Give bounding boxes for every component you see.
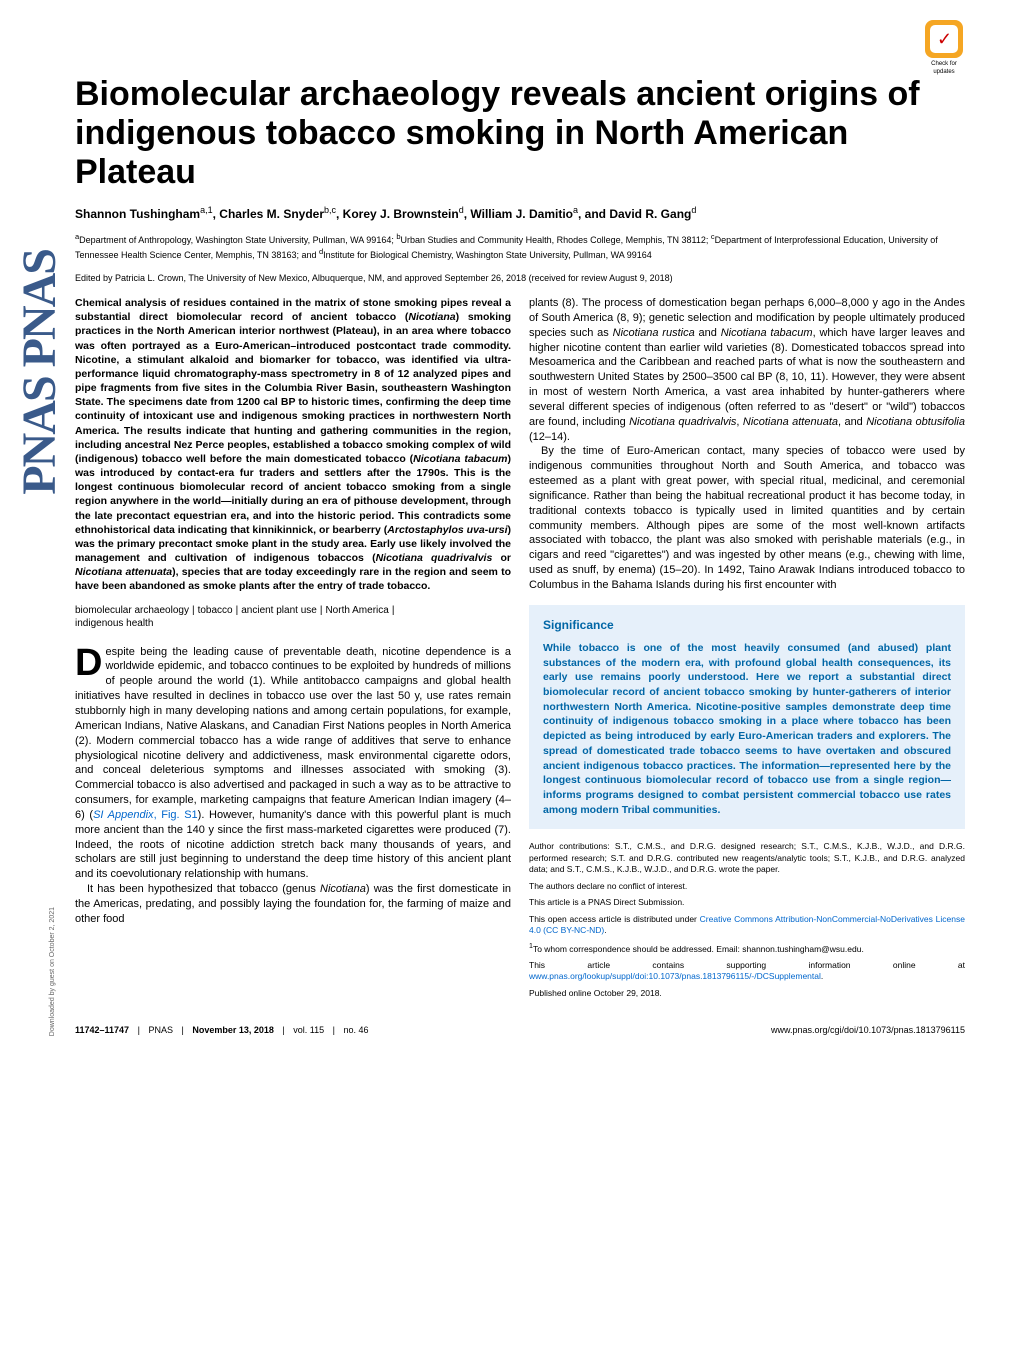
submission-type: This article is a PNAS Direct Submission… bbox=[529, 897, 965, 908]
check-updates-label: Check for updates bbox=[923, 60, 965, 76]
check-updates-icon bbox=[925, 20, 963, 58]
abstract: Chemical analysis of residues contained … bbox=[75, 296, 511, 594]
keywords: biomolecular archaeology|tobacco|ancient… bbox=[75, 604, 511, 631]
pnas-vertical-logo: PNAS PNAS bbox=[8, 250, 73, 495]
right-para-1: plants (8). The process of domestication… bbox=[529, 296, 965, 444]
check-updates-badge[interactable]: Check for updates bbox=[923, 20, 965, 72]
supporting-info: This article contains supporting informa… bbox=[529, 960, 965, 983]
significance-text: While tobacco is one of the most heavily… bbox=[543, 641, 951, 817]
author-list: Shannon Tushinghama,1, Charles M. Snyder… bbox=[75, 204, 965, 222]
edited-by: Edited by Patricia L. Crown, The Univers… bbox=[75, 272, 965, 284]
page-footer: 11742–11747 | PNAS | November 13, 2018 |… bbox=[75, 1018, 965, 1036]
corresponding-author: 1To whom correspondence should be addres… bbox=[529, 942, 965, 955]
keyword: biomolecular archaeology bbox=[75, 605, 189, 616]
footer-doi: www.pnas.org/cgi/doi/10.1073/pnas.181379… bbox=[771, 1024, 965, 1036]
affiliations: aDepartment of Anthropology, Washington … bbox=[75, 232, 965, 261]
volume: vol. 115 bbox=[293, 1025, 324, 1035]
page-range: 11742–11747 bbox=[75, 1025, 129, 1035]
significance-heading: Significance bbox=[543, 617, 951, 633]
main-two-column: Chemical analysis of residues contained … bbox=[75, 296, 965, 1004]
keyword: tobacco bbox=[198, 605, 233, 616]
dropcap: D bbox=[75, 645, 105, 679]
published-date: Published online October 29, 2018. bbox=[529, 988, 965, 999]
article-title: Biomolecular archaeology reveals ancient… bbox=[75, 75, 965, 192]
left-column: Chemical analysis of residues contained … bbox=[75, 296, 511, 1004]
issue-date: November 13, 2018 bbox=[192, 1025, 274, 1035]
keyword: ancient plant use bbox=[241, 605, 317, 616]
footer-left: 11742–11747 | PNAS | November 13, 2018 |… bbox=[75, 1024, 369, 1036]
download-note: Downloaded by guest on October 2, 2021 bbox=[48, 907, 57, 1036]
author-contributions: Author contributions: S.T., C.M.S., and … bbox=[529, 841, 965, 875]
footnotes: Author contributions: S.T., C.M.S., and … bbox=[529, 841, 965, 999]
significance-box: Significance While tobacco is one of the… bbox=[529, 605, 965, 829]
issue-number: no. 46 bbox=[344, 1025, 369, 1035]
journal-name: PNAS bbox=[148, 1025, 173, 1035]
license: This open access article is distributed … bbox=[529, 914, 965, 937]
right-para-2: By the time of Euro-American contact, ma… bbox=[529, 444, 965, 592]
keyword: indigenous health bbox=[75, 618, 153, 629]
intro-para-1: Despite being the leading cause of preve… bbox=[75, 645, 511, 883]
conflict-statement: The authors declare no conflict of inter… bbox=[529, 881, 965, 892]
keyword: North America bbox=[325, 605, 388, 616]
right-column: plants (8). The process of domestication… bbox=[529, 296, 965, 1004]
intro-para-2: It has been hypothesized that tobacco (g… bbox=[75, 882, 511, 927]
